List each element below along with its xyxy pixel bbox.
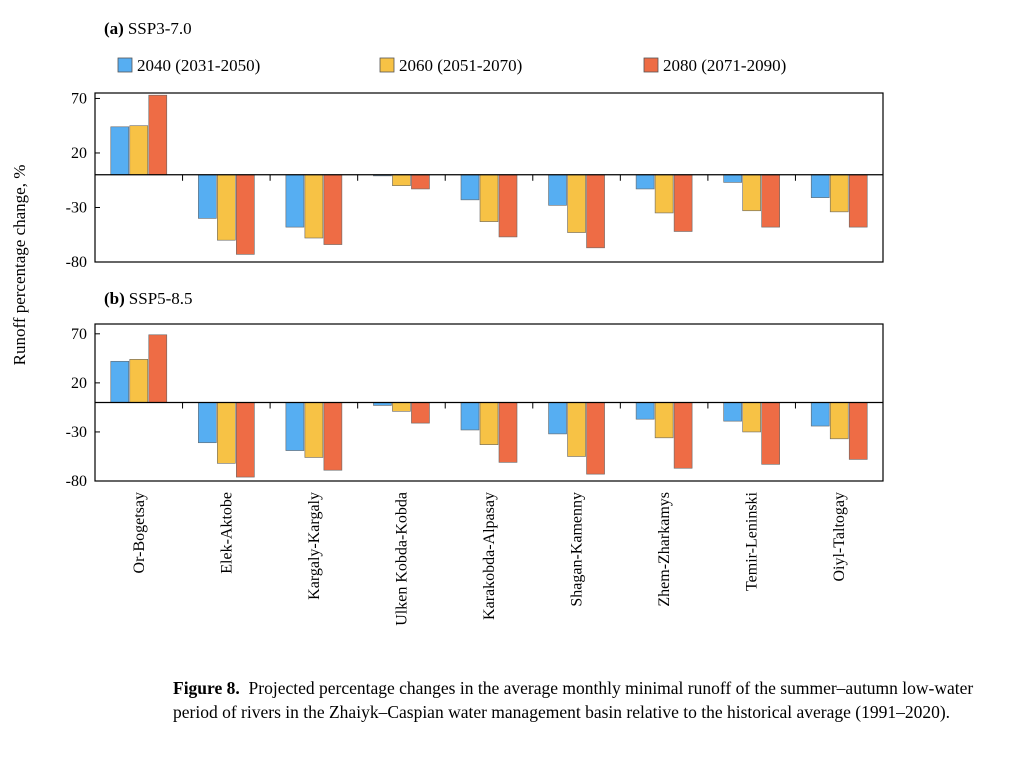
x-tick-label: Oiyl-Taltogay bbox=[831, 492, 848, 582]
panel-b-label: (b) bbox=[104, 289, 125, 308]
y-tick-label: 20 bbox=[71, 145, 87, 162]
bar-b-2080-0 bbox=[148, 334, 168, 403]
bar-b-2040-1 bbox=[198, 402, 217, 444]
bar-b-2080-7 bbox=[761, 402, 780, 465]
bar-b-2040-0 bbox=[110, 360, 130, 403]
legend-label-2040: 2040 (2031-2050) bbox=[137, 56, 260, 75]
panel-a-label: (a) bbox=[104, 19, 124, 38]
bar-a-2080-0 bbox=[148, 94, 168, 176]
bar-b-2040-8 bbox=[810, 402, 830, 427]
bar-b-2060-8 bbox=[829, 402, 849, 440]
bar-a-2060-3 bbox=[392, 174, 411, 186]
caption-text: Projected percentage changes in the aver… bbox=[173, 678, 974, 722]
y-tick-label: 70 bbox=[71, 326, 87, 343]
bar-a-2040-4 bbox=[460, 174, 480, 201]
bar-b-2040-5 bbox=[548, 402, 567, 435]
bar-b-2060-4 bbox=[479, 402, 499, 445]
legend-swatch-2040 bbox=[117, 57, 133, 73]
figure-caption: Figure 8. Projected percentage changes i… bbox=[173, 676, 1008, 724]
bar-b-2060-1 bbox=[217, 402, 236, 464]
x-tick-label: Elek-Aktobe bbox=[218, 492, 235, 574]
x-tick-label: Ulken Kobda-Kobda bbox=[393, 492, 410, 626]
panel-b: 70 20 -30 -80 bbox=[66, 323, 884, 490]
bar-a-2080-6 bbox=[673, 174, 693, 232]
bar-b-2040-6 bbox=[635, 402, 655, 420]
panel-a: 70 20 -30 -80 bbox=[66, 90, 884, 271]
bar-a-2040-8 bbox=[810, 174, 830, 198]
x-tick-label: Temir-Leninski bbox=[744, 491, 761, 591]
x-tick-label: Shagan-Kamenny bbox=[569, 492, 586, 607]
bar-a-2040-7 bbox=[723, 174, 742, 183]
caption-label: Figure 8. bbox=[173, 678, 240, 698]
legend-swatch-2080 bbox=[643, 57, 659, 73]
bar-b-2080-5 bbox=[586, 402, 605, 475]
legend: 2040 (2031-2050) 2060 (2051-2070) 2080 (… bbox=[117, 56, 786, 75]
bar-b-2080-1 bbox=[236, 402, 255, 478]
y-tick-label: -30 bbox=[66, 424, 87, 441]
bar-a-2060-6 bbox=[654, 174, 674, 214]
bar-a-2060-0 bbox=[129, 125, 149, 176]
panel-frame bbox=[94, 92, 884, 263]
x-axis-labels: Or-Bogetsay Elek-Aktobe Kargaly-Kargaly Ulk… bbox=[131, 491, 848, 625]
bar-a-2060-4 bbox=[479, 174, 499, 222]
bar-a-2040-0 bbox=[110, 126, 130, 176]
y-tick-label: -80 bbox=[66, 473, 87, 490]
bar-b-2060-2 bbox=[304, 402, 324, 458]
x-tick-label: Zhem-Zharkamys bbox=[656, 492, 673, 607]
panel-a-scenario: SSP3-7.0 bbox=[128, 19, 192, 38]
legend-label-2060: 2060 (2051-2070) bbox=[399, 56, 522, 75]
bar-a-2080-7 bbox=[761, 174, 780, 228]
y-tick-label: 20 bbox=[71, 375, 87, 392]
bar-a-2080-1 bbox=[236, 174, 255, 255]
panel-b-title: (b) SSP5-8.5 bbox=[104, 289, 193, 308]
bar-a-2080-4 bbox=[498, 174, 518, 238]
legend-label-2080: 2080 (2071-2090) bbox=[663, 56, 786, 75]
bar-a-2040-1 bbox=[198, 174, 217, 219]
legend-swatch-2060 bbox=[379, 57, 395, 73]
y-tick-label: -80 bbox=[66, 254, 87, 271]
bar-b-2060-5 bbox=[567, 402, 586, 457]
bar-a-2060-8 bbox=[829, 174, 849, 213]
bar-b-2060-6 bbox=[654, 402, 674, 439]
bar-a-2060-7 bbox=[742, 174, 761, 212]
bar-b-2060-7 bbox=[742, 402, 761, 433]
bar-a-2040-2 bbox=[285, 174, 305, 228]
bar-a-2080-2 bbox=[323, 174, 343, 245]
bar-a-2060-2 bbox=[304, 174, 324, 239]
x-tick-label: Karakobda-Alpasay bbox=[481, 492, 498, 620]
bar-b-2040-2 bbox=[285, 402, 305, 451]
bar-a-2060-1 bbox=[217, 174, 236, 241]
bar-b-2080-8 bbox=[848, 402, 868, 460]
y-tick-label: 70 bbox=[71, 90, 87, 107]
bar-b-2060-0 bbox=[129, 359, 149, 403]
bar-b-2080-3 bbox=[411, 402, 430, 424]
bar-b-2080-4 bbox=[498, 402, 518, 463]
bar-b-2040-7 bbox=[723, 402, 742, 422]
bar-b-2060-3 bbox=[392, 402, 411, 412]
y-axis-label: Runoff percentage change, % bbox=[10, 165, 29, 366]
bar-a-2040-6 bbox=[635, 174, 655, 190]
bar-a-2080-8 bbox=[848, 174, 868, 228]
bar-b-2080-2 bbox=[323, 402, 343, 471]
x-tick-label: Kargaly-Kargaly bbox=[306, 492, 323, 600]
bar-a-2080-5 bbox=[586, 174, 605, 249]
bar-a-2040-5 bbox=[548, 174, 567, 206]
x-tick-label: Or-Bogetsay bbox=[131, 492, 148, 573]
bar-b-2040-4 bbox=[460, 402, 480, 431]
bar-a-2080-3 bbox=[411, 174, 430, 190]
panel-b-scenario: SSP5-8.5 bbox=[129, 289, 193, 308]
bar-b-2080-6 bbox=[673, 402, 693, 469]
bar-a-2060-5 bbox=[567, 174, 586, 233]
y-tick-label: -30 bbox=[66, 199, 87, 216]
panel-a-title: (a) SSP3-7.0 bbox=[104, 19, 192, 38]
